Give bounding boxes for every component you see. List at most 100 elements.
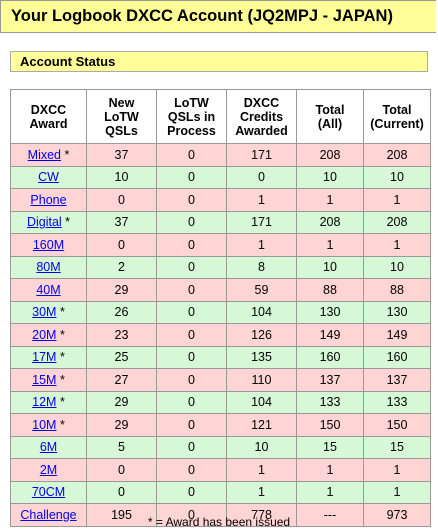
award-link-40m[interactable]: 40M [36, 282, 61, 297]
new-lotw-qsls-cell: 5 [86, 435, 157, 459]
new-lotw-qsls-cell: 0 [86, 480, 157, 504]
award-link-digital[interactable]: Digital [26, 215, 62, 230]
total-current-cell: 208 [363, 210, 431, 234]
page-header: Your Logbook DXCC Account (JQ2MPJ - JAPA… [0, 0, 436, 33]
table-row: 2M 0 0 1 1 1 [10, 458, 431, 482]
new-lotw-qsls-cell: 26 [86, 300, 157, 324]
award-issued-marker: * [56, 417, 65, 432]
total-all-cell: 130 [296, 300, 364, 324]
credits-awarded-cell: 10 [226, 435, 297, 459]
credits-awarded-cell: 110 [226, 368, 297, 392]
total-all-cell: 150 [296, 413, 364, 437]
new-lotw-qsls-cell: 0 [86, 458, 157, 482]
award-cell: 10M * [10, 413, 87, 437]
award-link-12m[interactable]: 12M [32, 395, 57, 410]
total-current-cell: 150 [363, 413, 431, 437]
award-link-20m[interactable]: 20M [32, 327, 57, 342]
total-current-cell: 208 [363, 143, 431, 167]
section-title: Account Status [20, 54, 116, 69]
new-lotw-qsls-cell: 10 [86, 165, 157, 189]
lotw-in-process-cell: 0 [156, 413, 227, 437]
total-all-cell: 88 [296, 278, 364, 302]
lotw-in-process-cell: 0 [156, 233, 227, 257]
credits-awarded-cell: 121 [226, 413, 297, 437]
award-link-30m[interactable]: 30M [32, 305, 57, 320]
award-issued-marker: * [56, 350, 65, 365]
col-header-line: New [108, 95, 135, 110]
table-row: 160M 0 0 1 1 1 [10, 233, 431, 257]
award-cell: 15M * [10, 368, 87, 392]
new-lotw-qsls-cell: 29 [86, 413, 157, 437]
credits-awarded-cell: 104 [226, 300, 297, 324]
col-header-line: QSLs [105, 123, 138, 138]
award-issued-marker: * [56, 327, 65, 342]
lotw-in-process-cell: 0 [156, 210, 227, 234]
col-header-lotw-in-process: LoTW QSLs in Process [156, 89, 227, 144]
award-cell: CW [10, 165, 87, 189]
new-lotw-qsls-cell: 195 [86, 503, 157, 527]
credits-awarded-cell: 1 [226, 233, 297, 257]
award-link-cw[interactable]: CW [38, 170, 59, 185]
credits-awarded-cell: 0 [226, 165, 297, 189]
table-row: 30M * 26 0 104 130 130 [10, 300, 431, 324]
table-row: 70CM 0 0 1 1 1 [10, 480, 431, 504]
lotw-in-process-cell: 0 [156, 368, 227, 392]
award-link-17m[interactable]: 17M [32, 350, 57, 365]
total-all-cell: 208 [296, 210, 364, 234]
col-header-line: Total [382, 102, 412, 117]
table-body: Mixed * 37 0 171 208 208 CW 10 0 0 10 10 Phone 0 0 1 1 1 D… [10, 143, 431, 527]
award-link-mixed[interactable]: Mixed [27, 147, 61, 162]
lotw-in-process-cell: 0 [156, 390, 227, 414]
col-header-line: (All) [317, 116, 343, 131]
credits-awarded-cell: 171 [226, 143, 297, 167]
credits-awarded-cell: 59 [226, 278, 297, 302]
total-all-cell: 133 [296, 390, 364, 414]
total-current-cell: 10 [363, 165, 431, 189]
new-lotw-qsls-cell: 2 [86, 255, 157, 279]
total-current-cell: 160 [363, 345, 431, 369]
award-cell: 2M [10, 458, 87, 482]
lotw-in-process-cell: 0 [156, 503, 227, 527]
lotw-in-process-cell: 0 [156, 458, 227, 482]
award-cell: 30M * [10, 300, 87, 324]
new-lotw-qsls-cell: 29 [86, 278, 157, 302]
award-cell: 40M [10, 278, 87, 302]
table-row: 17M * 25 0 135 160 160 [10, 345, 431, 369]
table-row: 6M 5 0 10 15 15 [10, 435, 431, 459]
award-cell: Digital * [10, 210, 87, 234]
lotw-in-process-cell: 0 [156, 480, 227, 504]
new-lotw-qsls-cell: 0 [86, 188, 157, 212]
col-header-line: (Current) [370, 116, 424, 131]
award-link-6m[interactable]: 6M [39, 440, 58, 455]
total-all-cell: 1 [296, 480, 364, 504]
credits-awarded-cell: 104 [226, 390, 297, 414]
credits-awarded-cell: 1 [226, 480, 297, 504]
award-link-2m[interactable]: 2M [39, 462, 58, 477]
award-cell: Phone [10, 188, 87, 212]
lotw-in-process-cell: 0 [156, 143, 227, 167]
award-issued-marker: * [61, 215, 71, 230]
table-header-row: DXCC Award New LoTW QSLs LoTW QSLs in Process DX… [10, 89, 431, 144]
award-link-70cm[interactable]: 70CM [31, 485, 66, 500]
award-cell: Mixed * [10, 143, 87, 167]
total-current-cell: 973 [363, 503, 431, 527]
award-cell: 20M * [10, 323, 87, 347]
award-link-160m[interactable]: 160M [32, 237, 65, 252]
award-link-phone[interactable]: Phone [30, 192, 67, 207]
total-all-cell: 10 [296, 255, 364, 279]
table-row: 15M * 27 0 110 137 137 [10, 368, 431, 392]
award-link-challenge[interactable]: Challenge [20, 507, 77, 522]
section-header: Account Status [10, 51, 428, 72]
total-all-cell: 208 [296, 143, 364, 167]
award-link-80m[interactable]: 80M [36, 260, 61, 275]
col-header-award: DXCC Award [10, 89, 87, 144]
total-all-cell: 1 [296, 233, 364, 257]
table-row: 40M 29 0 59 88 88 [10, 278, 431, 302]
credits-awarded-cell: 1 [226, 188, 297, 212]
award-link-10m[interactable]: 10M [32, 417, 57, 432]
award-link-15m[interactable]: 15M [32, 372, 57, 387]
lotw-in-process-cell: 0 [156, 435, 227, 459]
new-lotw-qsls-cell: 25 [86, 345, 157, 369]
award-issued-marker: * [61, 147, 70, 162]
award-cell: 17M * [10, 345, 87, 369]
